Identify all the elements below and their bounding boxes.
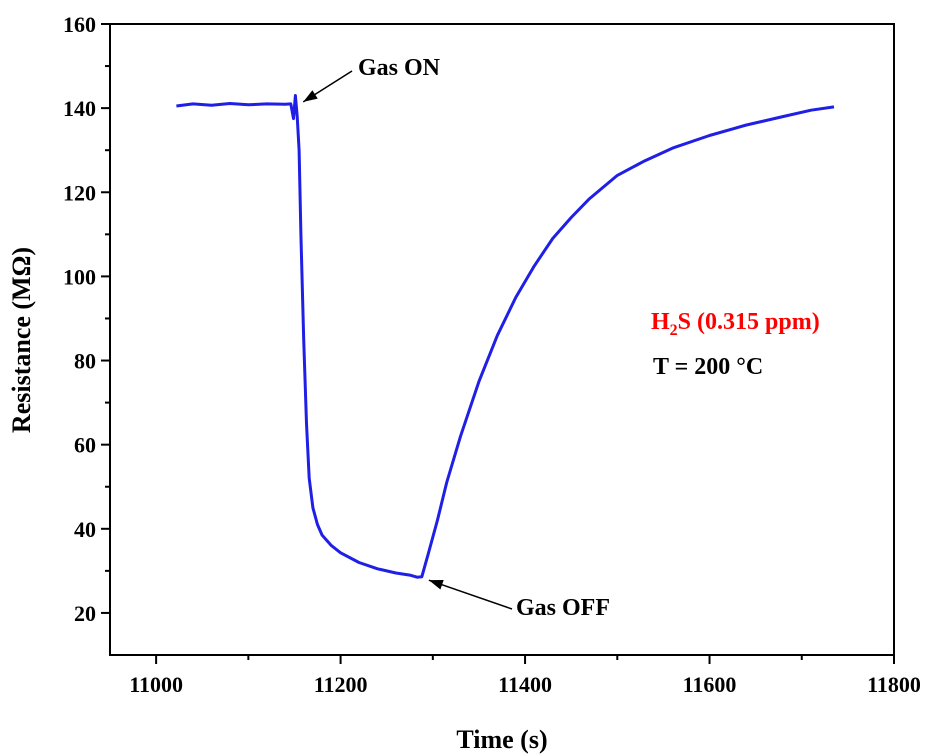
gas-formula-rest: S ( — [678, 309, 705, 335]
gas-on-annotation: Gas ON — [302, 55, 441, 103]
gas-off-annotation: Gas OFF — [428, 579, 610, 621]
gas-on-arrowhead — [303, 90, 318, 102]
close-paren: ) — [812, 309, 820, 335]
plot-frame — [109, 23, 895, 656]
gas-on-label: Gas ON — [358, 55, 441, 81]
gas-formula-subscript: 2 — [670, 322, 678, 339]
x-tick-label: 11600 — [683, 672, 737, 697]
y-tick-label: 120 — [63, 180, 96, 205]
x-axis-ticks: 11000 11200 11400 11600 11800 — [129, 655, 921, 697]
y-axis-ticks: 20 40 60 80 100 120 140 160 — [63, 12, 110, 626]
y-tick-label: 20 — [74, 601, 96, 626]
x-tick-label: 11400 — [498, 672, 552, 697]
series-line — [176, 94, 835, 579]
gas-off-label: Gas OFF — [516, 595, 610, 621]
x-tick-label: 11200 — [314, 672, 368, 697]
y-tick-label: 80 — [74, 349, 96, 374]
gas-off-arrowhead — [428, 580, 444, 590]
gas-condition-label: H2S (0.315 ppm) — [651, 309, 820, 339]
x-tick-label: 11000 — [129, 672, 183, 697]
y-axis-title: Resistance (MΩ) — [7, 247, 36, 433]
y-tick-label: 60 — [74, 433, 96, 458]
y-tick-label: 140 — [63, 96, 96, 121]
gas-formula-h: H — [651, 309, 670, 335]
y-tick-label: 100 — [63, 264, 96, 289]
x-axis-title: Time (s) — [456, 725, 547, 754]
x-tick-label: 11800 — [867, 672, 921, 697]
concentration-value: 0.315 ppm — [705, 309, 812, 335]
gas-off-arrow — [428, 579, 513, 610]
temperature-label: T = 200 °C — [653, 354, 763, 380]
y-tick-label: 160 — [63, 12, 96, 37]
y-tick-label: 40 — [74, 517, 96, 542]
